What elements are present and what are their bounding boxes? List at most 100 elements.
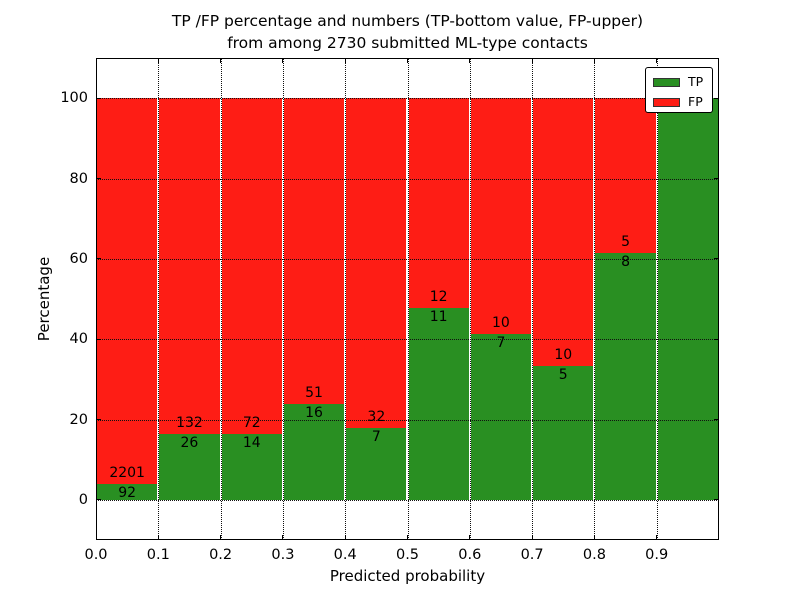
x-tick-mark xyxy=(593,58,595,63)
x-tick-label: 0.5 xyxy=(395,547,420,563)
fp-bar-segment xyxy=(221,98,282,435)
x-tick-mark xyxy=(95,58,97,63)
fp-count-label: 132 xyxy=(176,414,203,431)
fp-count-label: 10 xyxy=(492,315,510,332)
chart-title-line1: TP /FP percentage and numbers (TP-bottom… xyxy=(171,12,644,30)
x-tick-mark xyxy=(95,535,97,540)
fp-bar-segment xyxy=(346,98,407,428)
x-tick-mark xyxy=(282,535,284,540)
y-tick-mark xyxy=(96,258,101,260)
x-tick-mark xyxy=(157,58,159,63)
tp-bar-segment xyxy=(657,98,718,500)
legend-entry-tp: TP xyxy=(653,73,712,91)
y-tick-label: 80 xyxy=(69,170,88,187)
fp-count-label: 32 xyxy=(367,408,386,425)
x-tick-mark xyxy=(407,535,408,540)
tp-bar-segment xyxy=(346,427,407,500)
v-gridline xyxy=(469,58,471,540)
y-tick-label: 100 xyxy=(60,90,88,107)
y-tick-mark xyxy=(714,499,719,501)
x-tick-label: 0.2 xyxy=(209,547,233,563)
y-tick-mark xyxy=(714,97,719,99)
fp-bar-segment xyxy=(283,98,345,404)
v-gridline xyxy=(407,58,409,540)
x-tick-mark xyxy=(407,58,408,63)
tp-bar-segment xyxy=(533,365,594,500)
x-tick-mark xyxy=(531,535,533,540)
y-tick-label: 20 xyxy=(69,411,88,428)
tp-color-swatch xyxy=(653,77,680,87)
y-tick-mark xyxy=(96,97,101,99)
x-tick-mark xyxy=(282,58,284,63)
fp-bar-segment xyxy=(408,98,469,308)
y-tick-mark xyxy=(714,178,719,179)
fp-bar-segment xyxy=(595,98,656,253)
x-tick-label: 0.0 xyxy=(84,547,108,563)
tp-bar-segment xyxy=(470,334,532,500)
y-axis-label: Percentage xyxy=(35,256,53,342)
tp-count-label: 14 xyxy=(242,435,261,452)
x-tick-mark xyxy=(531,58,533,63)
x-tick-mark xyxy=(593,535,595,540)
tp-bar-segment xyxy=(408,307,469,500)
v-gridline xyxy=(656,58,658,540)
chart-title-line2: from among 2730 submitted ML-type contac… xyxy=(227,34,588,52)
legend-label-fp: FP xyxy=(688,94,703,109)
x-tick-label: 0.1 xyxy=(146,547,170,563)
y-tick-mark xyxy=(96,178,101,179)
x-tick-label: 0.9 xyxy=(645,547,669,563)
x-tick-mark xyxy=(344,58,346,63)
fp-color-swatch xyxy=(653,97,680,107)
chart-title: TP /FP percentage and numbers (TP-bottom… xyxy=(96,10,719,54)
fp-bar-segment xyxy=(470,98,532,335)
v-gridline xyxy=(532,58,534,540)
y-tick-mark xyxy=(96,499,101,501)
tp-count-label: 92 xyxy=(118,484,137,501)
fp-bar-segment xyxy=(533,98,594,366)
fp-count-label: 10 xyxy=(554,346,573,363)
x-tick-mark xyxy=(656,535,658,540)
x-tick-mark xyxy=(656,58,658,63)
v-gridline xyxy=(158,58,160,540)
x-tick-mark xyxy=(469,535,471,540)
x-tick-label: 0.7 xyxy=(520,547,544,563)
y-tick-mark xyxy=(96,338,101,340)
x-tick-mark xyxy=(220,58,222,63)
tp-bar-segment xyxy=(97,483,158,500)
tp-count-label: 7 xyxy=(371,428,381,445)
legend: TP FP xyxy=(645,67,713,113)
v-gridline xyxy=(282,58,284,540)
tp-count-label: 7 xyxy=(496,335,506,352)
y-tick-mark xyxy=(714,419,719,420)
x-tick-label: 0.6 xyxy=(458,547,482,563)
fp-count-label: 5 xyxy=(621,233,630,250)
tp-count-label: 11 xyxy=(429,308,448,325)
y-tick-label: 0 xyxy=(78,491,88,508)
y-tick-label: 60 xyxy=(69,250,88,267)
v-gridline xyxy=(594,58,596,540)
x-tick-label: 0.4 xyxy=(333,547,357,563)
tp-bar-segment xyxy=(595,252,656,500)
fp-bar-segment xyxy=(159,98,220,434)
tp-bar-segment xyxy=(159,433,220,500)
x-tick-mark xyxy=(157,535,159,540)
x-tick-label: 0.8 xyxy=(582,547,606,563)
tp-count-label: 5 xyxy=(558,366,568,383)
x-tick-mark xyxy=(469,58,471,63)
x-tick-mark xyxy=(344,535,346,540)
fp-count-label: 72 xyxy=(242,415,261,432)
tp-count-label: 8 xyxy=(621,253,630,270)
fp-count-label: 51 xyxy=(305,384,323,401)
tp-count-label: 26 xyxy=(180,434,199,451)
legend-label-tp: TP xyxy=(688,74,704,89)
tp-count-label: 16 xyxy=(305,404,323,421)
y-tick-label: 40 xyxy=(69,331,88,348)
v-gridline xyxy=(345,58,347,540)
fp-count-label: 12 xyxy=(429,288,448,305)
fp-count-label: 2201 xyxy=(109,464,145,481)
y-tick-mark xyxy=(714,258,719,260)
y-tick-mark xyxy=(714,338,719,340)
x-tick-mark xyxy=(220,535,222,540)
legend-entry-fp: FP xyxy=(653,93,712,111)
